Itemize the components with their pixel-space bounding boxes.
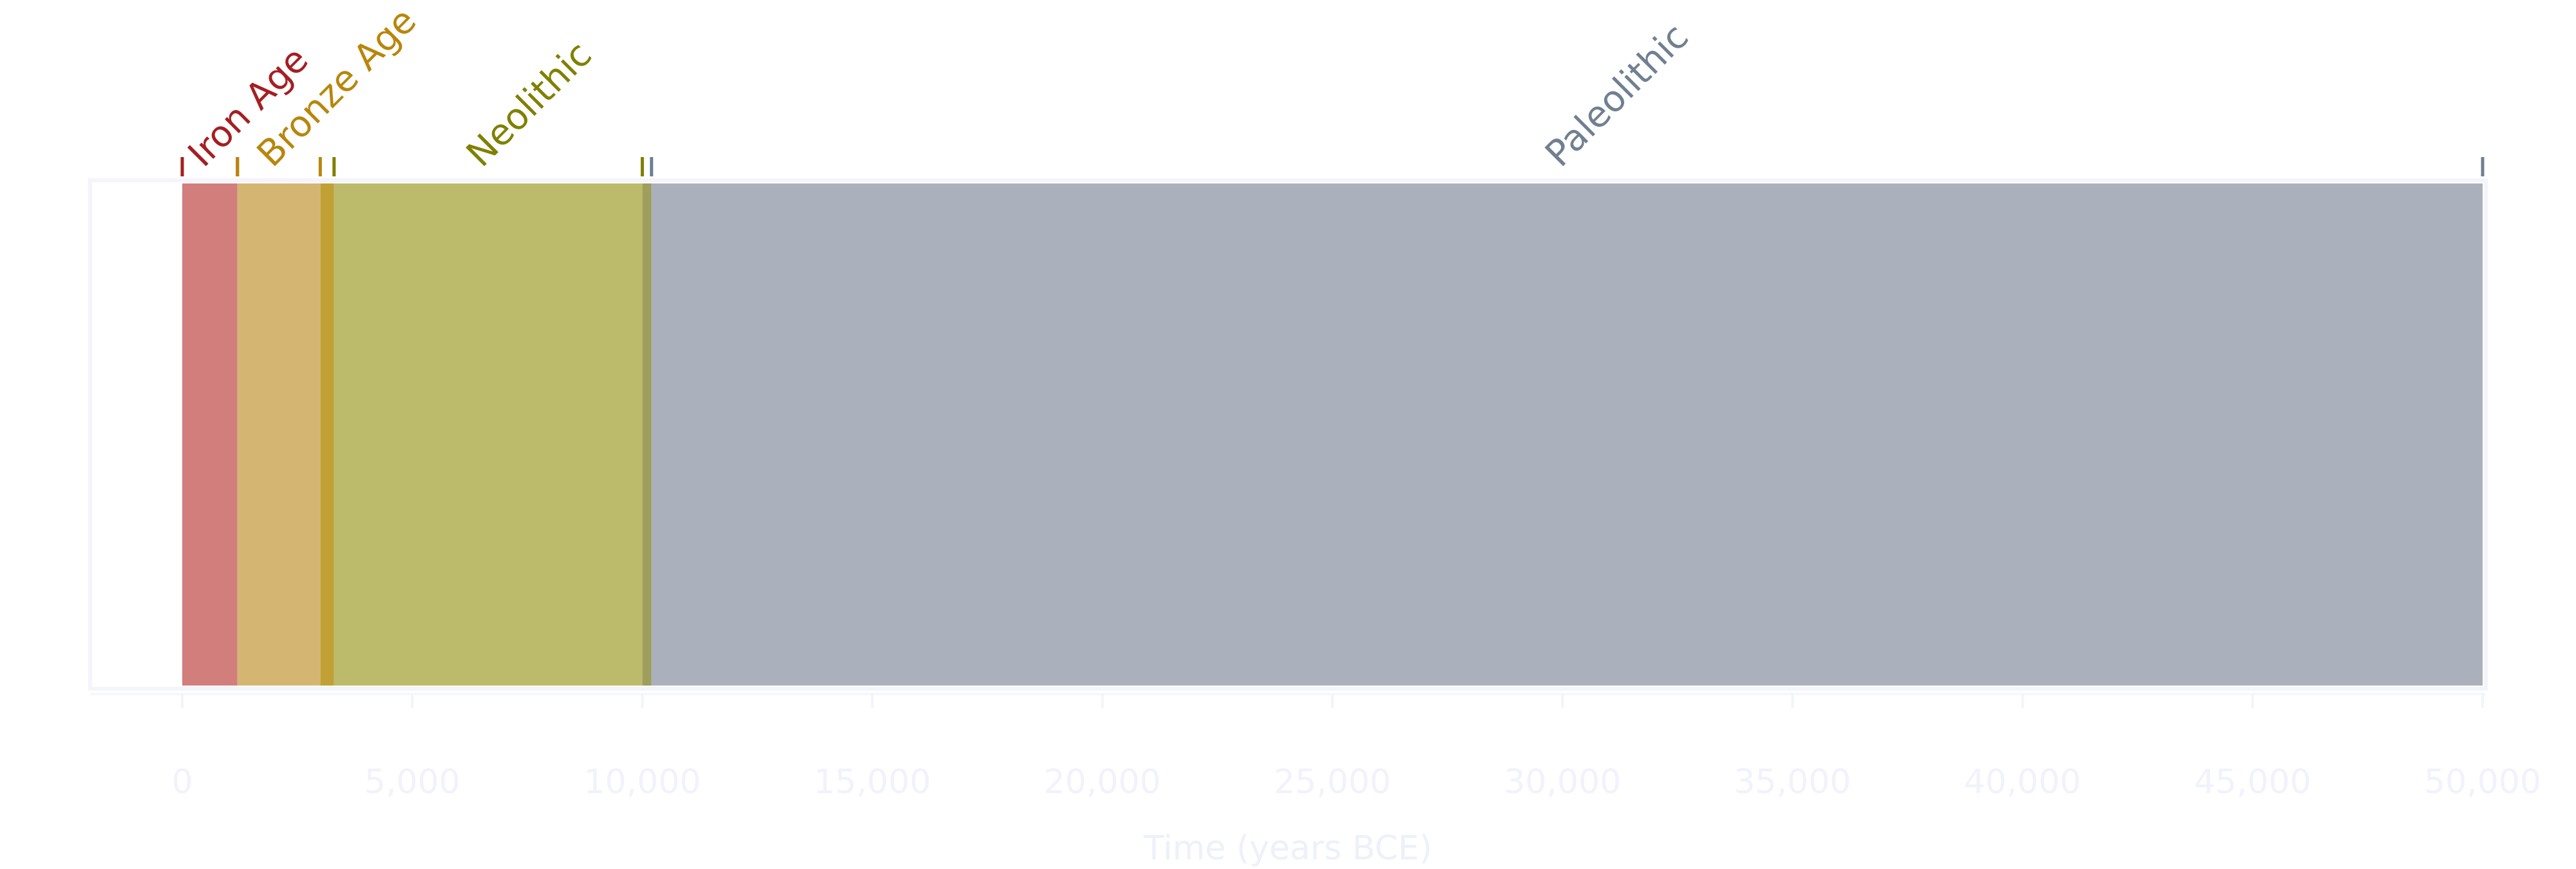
period-bar-paleolithic bbox=[651, 183, 2483, 686]
transition-bands bbox=[320, 183, 652, 686]
period-bar-neolithic bbox=[334, 183, 643, 686]
x-tick-label: 25,000 bbox=[1274, 763, 1391, 801]
x-tick-label: 0 bbox=[171, 763, 193, 801]
x-tick-label: 50,000 bbox=[2424, 763, 2541, 801]
plot-frame bbox=[88, 178, 2488, 691]
x-axis-title: Time (years BCE) bbox=[1143, 829, 1432, 868]
x-tick-label: 10,000 bbox=[583, 763, 701, 801]
x-tick-label: 20,000 bbox=[1044, 763, 1161, 801]
period-label-neolithic: Neolithic bbox=[459, 33, 600, 175]
period-bars bbox=[182, 183, 2483, 686]
x-tick-label: 5,000 bbox=[365, 763, 460, 801]
x-tick-label: 40,000 bbox=[1964, 763, 2081, 801]
period-bar-iron-age bbox=[182, 183, 238, 686]
period-label-paleolithic: Paleolithic bbox=[1537, 16, 1696, 175]
x-tick-label: 45,000 bbox=[2194, 763, 2311, 801]
period-boundary-markers bbox=[180, 157, 2485, 176]
x-tick-label: 30,000 bbox=[1504, 763, 1621, 801]
x-tick-label: 15,000 bbox=[814, 763, 931, 801]
transition-band-0 bbox=[320, 183, 334, 686]
period-bar-bronze-age bbox=[237, 183, 321, 686]
x-tick-label: 35,000 bbox=[1734, 763, 1851, 801]
x-axis: 0 5,000 10,000 15,000 20,000 25,000 30,000 35,0… bbox=[90, 693, 2541, 801]
transition-band-1 bbox=[642, 183, 652, 686]
